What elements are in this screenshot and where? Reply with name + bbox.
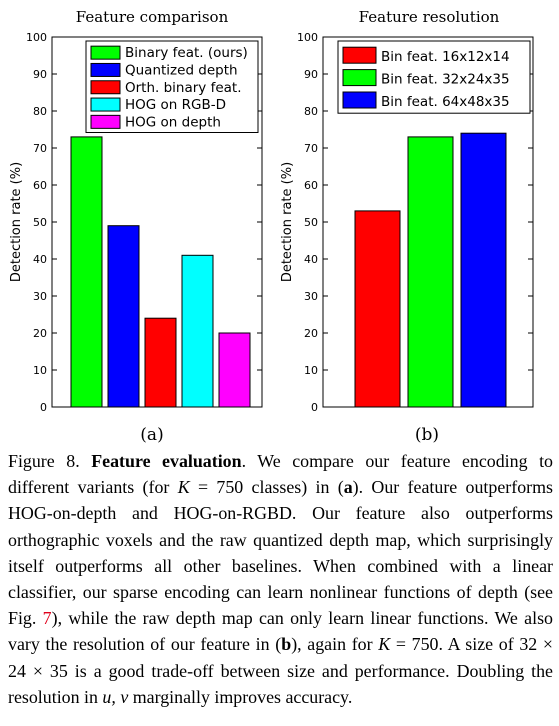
- y-tick-label-8: 80: [33, 105, 47, 118]
- caption-figure-label: Figure 8.: [8, 451, 80, 471]
- caption-var-uv: u, v: [102, 686, 129, 707]
- y-tick-label-4: 40: [33, 253, 47, 266]
- figure-caption: Figure 8. Feature evaluation. We compare…: [8, 448, 553, 710]
- y-tick-label-2: 20: [304, 327, 318, 340]
- bar-0: [70, 136, 103, 408]
- y-tick-label-9: 90: [304, 68, 318, 81]
- legend-label-0: Bin feat. 16x12x14: [381, 49, 510, 65]
- y-tick-label-10: 100: [297, 31, 318, 44]
- y-tick-label-7: 70: [304, 142, 318, 155]
- chart-title: Feature resolution: [359, 8, 500, 26]
- legend-label-2: Orth. binary feat.: [125, 80, 242, 96]
- legend-swatch-2: [342, 91, 377, 109]
- legend-swatch-1: [90, 62, 121, 77]
- caption-text-3: ). Our feature outperforms HOG-on-depth …: [8, 477, 553, 629]
- legend-label-3: HOG on RGB-D: [125, 97, 226, 113]
- figure-charts: Feature comparison 0 10 20 30 40 50 60 70 80 90 100…: [9, 8, 534, 445]
- y-tick-label-5: 50: [304, 216, 318, 229]
- legend-label-1: Quantized depth: [125, 62, 238, 78]
- legend-label-1: Bin feat. 32x24x35: [381, 72, 510, 88]
- chart-panel-1: Feature resolution 0 10 20 30 40 50 60 70 80 90 100…: [280, 8, 534, 445]
- legend-swatch-3: [90, 97, 121, 112]
- bar-1: [107, 225, 140, 408]
- legend-swatch-0: [90, 45, 121, 60]
- legend-label-4: HOG on depth: [125, 114, 221, 130]
- chart-panel-0: Feature comparison 0 10 20 30 40 50 60 70 80 90 100…: [9, 8, 263, 445]
- y-axis-label: Detection rate (%): [280, 162, 295, 282]
- caption-text-2: = 750 classes) in (: [189, 477, 344, 498]
- legend-label-2: Bin feat. 64x48x35: [381, 94, 510, 110]
- legend: Binary feat. (ours)Quantized depth Orth. …: [85, 40, 259, 133]
- legend: Bin feat. 16x12x14 Bin feat. 32x24x35 Bin …: [337, 40, 531, 114]
- caption-ref-a: a: [343, 477, 353, 498]
- y-tick-label-1: 10: [33, 364, 47, 377]
- caption-text-1: . We compare our feature encoding to dif…: [8, 451, 553, 498]
- legend-swatch-4: [90, 114, 121, 129]
- y-tick-label-10: 100: [26, 31, 47, 44]
- bar-3: [181, 254, 214, 408]
- charts-svg: Feature comparison0102030405060708090100…: [9, 8, 534, 445]
- bar-4: [218, 332, 251, 408]
- caption-text-4: ), while the raw depth map can only lear…: [8, 608, 553, 655]
- y-tick-label-9: 90: [33, 68, 47, 81]
- caption-ref-b: b: [281, 634, 292, 655]
- legend-swatch-1: [342, 69, 377, 87]
- y-tick-label-4: 40: [304, 253, 318, 266]
- caption-var-k: K: [177, 477, 190, 498]
- y-tick-label-6: 60: [33, 179, 47, 192]
- bar-0: [354, 210, 401, 408]
- caption-var-k-2: K: [378, 634, 391, 655]
- y-tick-label-6: 60: [304, 179, 318, 192]
- caption-text-7: marginally improves accuracy.: [128, 686, 353, 707]
- caption-text-5: ), again for: [291, 634, 379, 655]
- y-tick-label-3: 30: [33, 290, 47, 303]
- chart-title: Feature comparison: [76, 8, 229, 26]
- y-tick-label-3: 30: [304, 290, 318, 303]
- y-tick-label-5: 50: [33, 216, 47, 229]
- bar-2: [144, 317, 177, 408]
- legend-swatch-2: [90, 80, 121, 95]
- panel-sublabel: (a): [140, 425, 163, 445]
- panel-sublabel: (b): [415, 425, 439, 445]
- y-tick-label-8: 80: [304, 105, 318, 118]
- caption-fig-link[interactable]: 7: [42, 608, 52, 629]
- bar-2: [460, 132, 507, 408]
- y-axis-label: Detection rate (%): [9, 162, 24, 282]
- legend-label-0: Binary feat. (ours): [125, 45, 248, 61]
- y-tick-label-0: 0: [40, 401, 47, 414]
- y-tick-label-1: 10: [304, 364, 318, 377]
- bar-1: [407, 136, 454, 408]
- caption-text-6: = 750. A size of 32 × 24 × 35 is a good …: [8, 634, 553, 707]
- caption-heading: Feature evaluation: [91, 451, 242, 471]
- y-tick-label-7: 70: [33, 142, 47, 155]
- y-tick-label-0: 0: [311, 401, 318, 414]
- y-tick-label-2: 20: [33, 327, 47, 340]
- legend-swatch-0: [342, 46, 377, 64]
